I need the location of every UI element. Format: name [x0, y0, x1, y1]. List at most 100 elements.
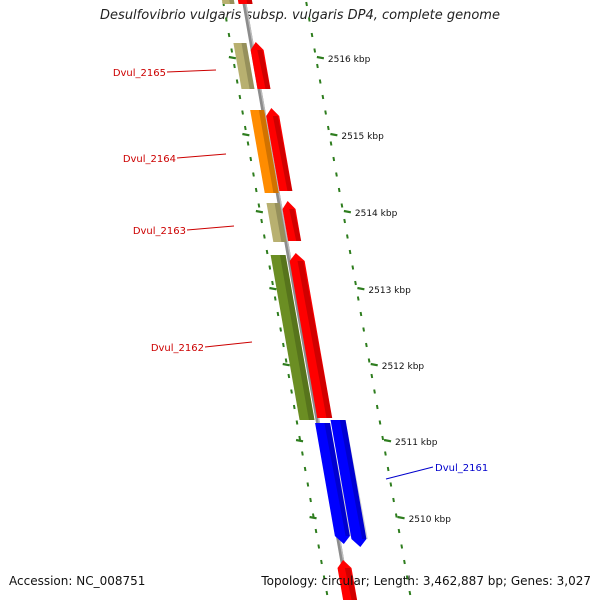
gene-label: Dvul_2161: [435, 463, 488, 474]
gene-bar: [266, 108, 293, 191]
gene-label-leader: [204, 341, 253, 348]
minor-tick: [370, 373, 374, 379]
minor-tick: [252, 172, 255, 177]
gene-bar-shade: [272, 116, 293, 191]
major-tick: [330, 132, 338, 137]
minor-tick: [375, 404, 379, 410]
gene-bar: [266, 203, 287, 242]
minor-tick: [287, 373, 291, 379]
minor-tick: [320, 559, 323, 565]
gene-bar: [237, 0, 253, 4]
gene-label-leader: [385, 466, 434, 480]
minor-tick: [365, 342, 368, 348]
minor-tick: [235, 79, 239, 84]
minor-tick: [329, 141, 333, 146]
gene-label: Dvul_2163: [133, 226, 186, 237]
gene-label: Dvul_2162: [151, 343, 204, 354]
minor-tick: [343, 218, 346, 224]
minor-tick: [403, 559, 406, 565]
gene-bar-shade: [339, 420, 368, 539]
minor-tick: [303, 466, 307, 472]
minor-tick: [340, 203, 344, 208]
map-title: Desulfovibrio vulgaris subsp. vulgaris D…: [100, 8, 500, 23]
inner-tick-marks: [222, 1, 329, 596]
tick-label: 2512 kbp: [382, 362, 425, 372]
minor-tick: [292, 404, 296, 410]
minor-tick: [325, 590, 329, 596]
tick-label: 2511 kbp: [395, 438, 438, 448]
minor-tick: [309, 497, 312, 503]
minor-tick: [233, 63, 236, 69]
gene-bar-shade: [229, 0, 235, 4]
gene-bar: [315, 423, 350, 544]
minor-tick: [337, 187, 341, 193]
minor-tick: [378, 420, 382, 425]
major-tick: [269, 286, 277, 291]
major-tick: [242, 132, 250, 137]
minor-tick: [408, 590, 412, 596]
minor-tick: [405, 575, 409, 580]
gene-bar: [250, 42, 271, 89]
minor-tick: [397, 528, 401, 534]
accession-text: Accession: NC_008751: [9, 574, 146, 588]
minor-tick: [313, 48, 317, 53]
gene-bar: [330, 420, 367, 547]
gene-bar: [282, 201, 302, 241]
gene-label-leader: [186, 225, 235, 231]
minor-tick: [265, 249, 269, 255]
minor-tick: [351, 265, 355, 270]
major-tick: [282, 362, 290, 367]
minor-tick: [362, 327, 366, 332]
gene-bar: [337, 560, 358, 600]
minor-tick: [282, 342, 285, 348]
gene-bar: [289, 253, 333, 418]
minor-tick: [318, 79, 322, 84]
gene-bar: [270, 255, 315, 420]
minor-tick: [373, 389, 376, 394]
gene-bar-shade: [257, 50, 271, 89]
minor-tick: [254, 187, 258, 193]
major-tick: [228, 55, 237, 60]
minor-tick: [273, 296, 277, 301]
tick-labels: 2516 kbp 2515 kbp 2514 kbp 2513 kbp 2512 kbp…: [328, 55, 451, 525]
gene-bar-shade: [274, 203, 287, 242]
minor-tick: [298, 435, 302, 441]
tick-label: 2514 kbp: [355, 209, 398, 219]
major-tick: [255, 209, 264, 214]
gene-bar-shade: [279, 255, 315, 420]
minor-tick: [249, 156, 253, 162]
minor-tick: [367, 358, 371, 363]
minor-tick: [332, 156, 336, 162]
minor-tick: [314, 528, 318, 534]
minor-tick: [257, 203, 261, 208]
topology-text: Topology: circular; Length: 3,462,887 bp…: [261, 574, 591, 588]
major-tick: [383, 438, 392, 443]
tick-label: 2513 kbp: [368, 286, 411, 296]
minor-tick: [324, 110, 327, 115]
gene-bar-shade: [289, 209, 302, 241]
gene-label-leader: [176, 153, 227, 159]
minor-tick: [279, 327, 283, 332]
minor-tick: [386, 466, 390, 472]
gene-label: Dvul_2164: [123, 154, 176, 165]
minor-tick: [359, 311, 363, 317]
minor-tick: [389, 482, 393, 487]
gene-bar-shade: [344, 568, 357, 600]
minor-tick: [346, 234, 349, 239]
gene-bar: [233, 43, 255, 89]
gene-labels: Dvul_2165 Dvul_2164 Dvul_2163 Dvul_2162 Dvul…: [113, 68, 488, 480]
gene-label-leader: [166, 69, 217, 73]
minor-tick: [322, 575, 326, 580]
minor-tick: [335, 172, 338, 177]
minor-tick: [238, 94, 242, 100]
minor-tick: [301, 451, 304, 456]
minor-tick: [263, 234, 266, 239]
minor-tick: [243, 125, 247, 131]
major-tick: [309, 515, 317, 520]
minor-tick: [290, 389, 293, 394]
minor-tick: [317, 544, 321, 549]
tick-label: 2516 kbp: [328, 55, 371, 65]
minor-tick: [230, 48, 234, 53]
outer-tick-marks: [305, 1, 412, 596]
minor-tick: [392, 497, 395, 503]
